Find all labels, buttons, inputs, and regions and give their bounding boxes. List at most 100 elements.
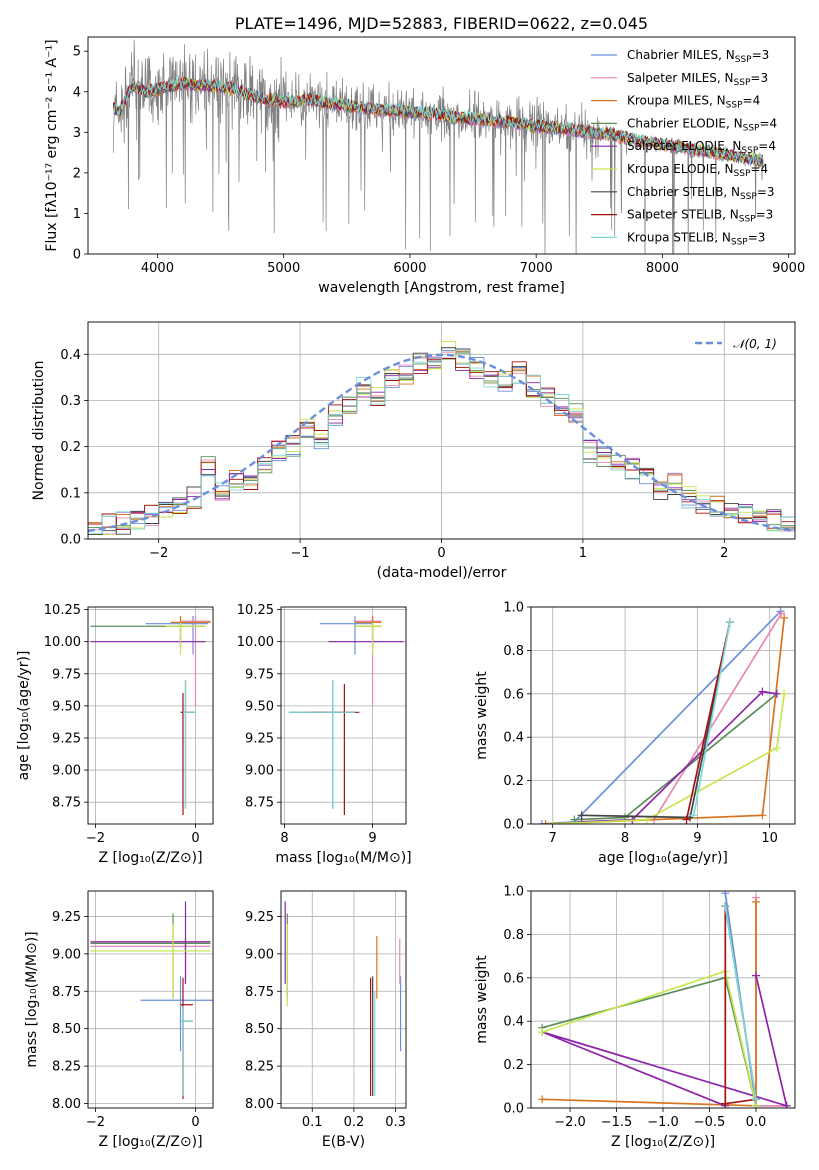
y-tick-label: 0.2: [60, 440, 81, 455]
legend-label: Kroupa MILES, NSSP=4: [627, 94, 760, 111]
x-tick-label: −2: [86, 831, 105, 846]
x-tick-label: 7000: [520, 261, 553, 276]
axes-frame: [87, 890, 214, 1109]
y-tick-label: 8.50: [52, 1022, 81, 1037]
y-tick-label: 0.6: [503, 687, 524, 702]
y-tick-label: 8.00: [52, 1097, 81, 1112]
weight-marker: [537, 820, 546, 824]
x-axis-label: mass [log₁₀(M/M⊙)]: [275, 850, 411, 866]
y-tick-label: 8.75: [52, 985, 81, 1000]
weight-marker: [777, 609, 786, 618]
weight-line: [545, 617, 786, 824]
gaussian-curve: [88, 353, 795, 533]
y-tick-label: 1.0: [503, 601, 524, 616]
weight-marker: [751, 971, 760, 980]
legend-label: Chabrier ELODIE, NSSP=4: [627, 116, 777, 133]
y-tick-label: 3: [73, 126, 81, 141]
y-tick-label: 0.1: [60, 486, 81, 501]
panel-mass-vs-EBV: 0.1 0.2 0.3 8.00 8.25 8.50 8.75 9.00 9.25 E(B-V): [245, 890, 407, 1150]
y-tick-label: 0: [73, 248, 81, 263]
weight-line: [541, 975, 788, 1108]
x-tick-label: 0.3: [385, 1115, 406, 1130]
x-tick-label: 9: [693, 831, 701, 846]
x-axis-label: (data-model)/error: [377, 565, 507, 581]
y-axis-label: Normed distribution: [31, 361, 47, 501]
axes-frame: [87, 321, 796, 540]
axes-frame: [530, 890, 796, 1109]
x-tick-label: −0.5: [694, 1115, 726, 1130]
y-tick-label: 0.2: [503, 1058, 524, 1073]
y-tick-label: 9.50: [52, 699, 81, 714]
weight-marker: [682, 815, 691, 824]
legend-label: Salpeter ELODIE, NSSP=4: [627, 139, 776, 156]
legend-label: Salpeter STELIB, NSSP=3: [627, 208, 773, 225]
y-tick-label: 9.75: [52, 667, 81, 682]
plot-area: [284, 901, 402, 1097]
axes-frame: [87, 36, 796, 255]
y-tick-label: 0.4: [503, 1015, 524, 1030]
axes-frame: [530, 606, 796, 825]
y-tick-label: 9.25: [245, 910, 274, 925]
x-tick-label: −2: [149, 546, 168, 561]
x-tick-label: 1: [579, 546, 587, 561]
weight-line: [574, 693, 778, 821]
plot-area: [88, 341, 795, 535]
weight-marker: [548, 820, 557, 824]
panel-age-vs-Z: −2 0 8.75 9.00 9.25 9.50 9.75 10.00 10.25 Z [log₁…: [16, 603, 214, 866]
weight-marker: [538, 1095, 547, 1104]
y-tick-label: 1: [73, 207, 81, 222]
x-tick-label: 2: [720, 546, 728, 561]
x-axis-label: Z [log₁₀(Z/Z⊙)]: [611, 1134, 715, 1150]
plot-area: [288, 615, 404, 816]
x-tick-label: 8000: [646, 261, 679, 276]
plot-area: [112, 39, 764, 254]
residual-histogram: [88, 350, 795, 534]
weight-line: [552, 693, 786, 824]
y-tick-label: 0.8: [503, 644, 524, 659]
y-tick-label: 2: [73, 166, 81, 181]
weight-marker: [782, 1101, 791, 1108]
y-tick-label: 8.75: [245, 985, 274, 1000]
panel-weight-vs-age: 7 8 9 10 0.0 0.2 0.4 0.6 0.8 1.0 age [log₁₀(age/yr…: [474, 601, 796, 866]
weight-marker: [541, 820, 550, 824]
x-tick-label: −1: [291, 546, 310, 561]
weight-line: [724, 906, 757, 1100]
model-spectrum: [112, 77, 763, 165]
x-axis-label: age [log₁₀(age/yr)]: [598, 850, 728, 866]
y-tick-label: 9.00: [52, 947, 81, 962]
x-tick-label: 5000: [267, 261, 300, 276]
x-tick-label: 4000: [141, 261, 174, 276]
weight-marker: [780, 689, 789, 698]
panel-residuals: −2 −1 0 1 2 0.0 0.1 0.2 0.3 0.4 (data-model)/error…: [31, 321, 796, 581]
panel-spectrum: 4000 5000 6000 7000 8000 9000 0 1 2 3 4 5 wavelength…: [44, 14, 805, 296]
weight-marker: [721, 1099, 730, 1108]
y-tick-label: 1.0: [503, 885, 524, 900]
y-tick-label: 0.8: [503, 928, 524, 943]
x-tick-label: 6000: [393, 261, 426, 276]
plot-area: [537, 607, 789, 824]
weight-marker: [758, 811, 767, 820]
x-axis-label: Z [log₁₀(Z/Z⊙)]: [98, 1134, 202, 1150]
legend-label: Salpeter MILES, NSSP=3: [627, 71, 768, 88]
y-tick-label: 10.00: [44, 635, 81, 650]
y-tick-label: 9.00: [245, 764, 274, 779]
y-tick-label: 8.00: [245, 1097, 274, 1112]
x-axis-label: Z [log₁₀(Z/Z⊙)]: [98, 850, 202, 866]
x-tick-label: 0.1: [302, 1115, 323, 1130]
weight-marker: [721, 891, 730, 898]
weight-marker: [689, 811, 698, 820]
y-tick-label: 0.4: [60, 348, 81, 363]
weight-line: [685, 622, 731, 820]
y-tick-label: 8.75: [52, 796, 81, 811]
weight-marker: [751, 1095, 760, 1104]
x-tick-label: 7: [549, 831, 557, 846]
y-tick-label: 8.50: [245, 1022, 274, 1037]
weight-line: [755, 897, 787, 1107]
weight-marker: [725, 618, 734, 627]
y-tick-label: 8.75: [245, 796, 274, 811]
x-tick-label: −1.5: [601, 1115, 633, 1130]
y-tick-label: 8.25: [245, 1060, 274, 1075]
x-tick-label: −2.0: [554, 1115, 586, 1130]
y-tick-label: 9.00: [245, 947, 274, 962]
